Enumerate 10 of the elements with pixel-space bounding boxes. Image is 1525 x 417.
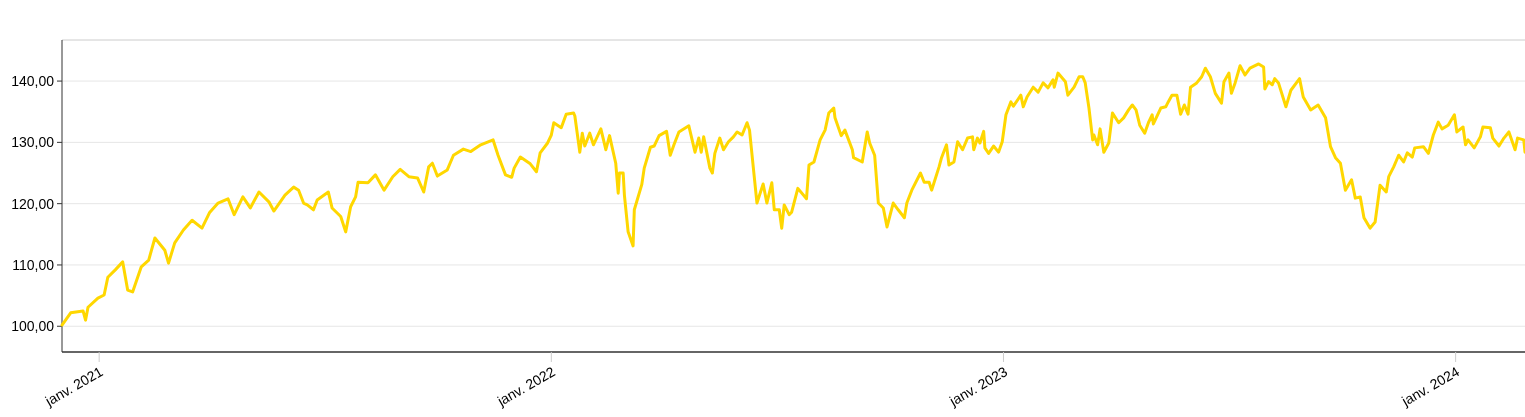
y-tick-label: 120,00 bbox=[11, 195, 55, 212]
y-tick-label: 130,00 bbox=[11, 134, 55, 151]
y-tick-label: 140,00 bbox=[11, 72, 55, 89]
y-tick-label: 110,00 bbox=[12, 256, 55, 273]
x-tick-label: janv. 2022 bbox=[493, 363, 558, 410]
x-tick-label: janv. 2021 bbox=[41, 363, 106, 410]
x-tick-label: janv. 2024 bbox=[1398, 363, 1463, 410]
y-tick-label: 100,00 bbox=[11, 318, 55, 335]
line-series bbox=[60, 62, 1525, 327]
x-tick-label: janv. 2023 bbox=[945, 363, 1011, 410]
